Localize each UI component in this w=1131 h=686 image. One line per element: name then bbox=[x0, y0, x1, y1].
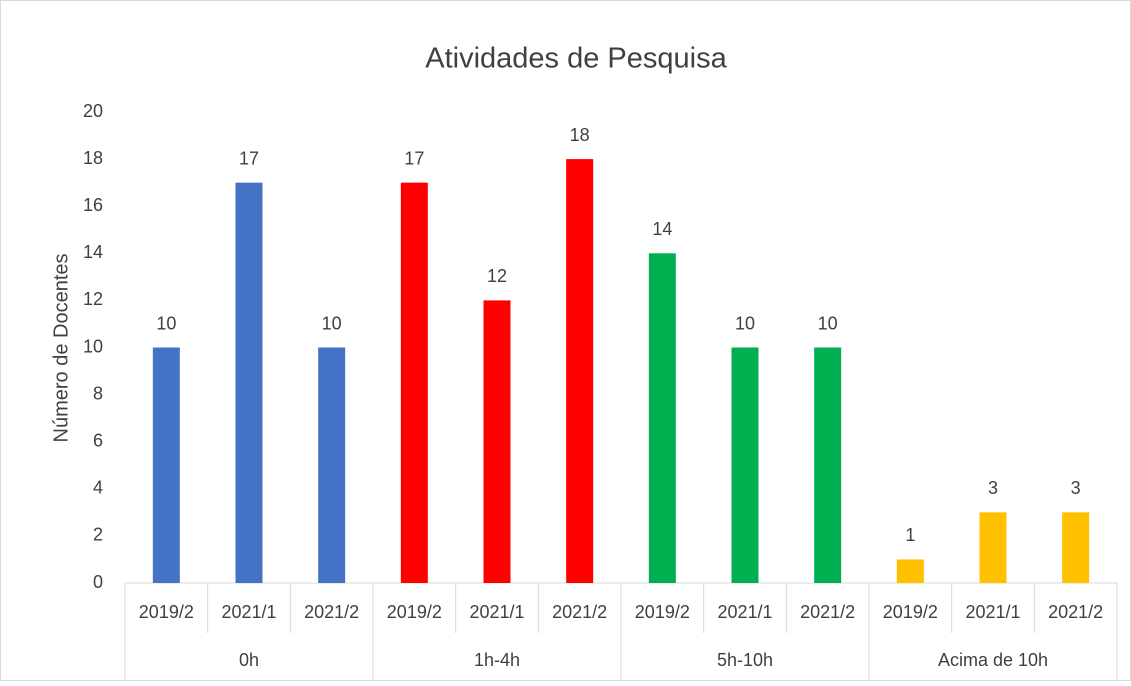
data-label: 3 bbox=[1071, 478, 1081, 498]
x-tick-label: 2021/2 bbox=[304, 602, 359, 622]
data-label: 10 bbox=[735, 313, 755, 333]
data-label: 1 bbox=[905, 525, 915, 545]
y-tick-label: 12 bbox=[83, 289, 103, 309]
x-tick-label: 2021/2 bbox=[800, 602, 855, 622]
data-label: 3 bbox=[988, 478, 998, 498]
y-axis-label: Número de Docentes bbox=[50, 254, 72, 443]
x-tick-label: 2019/2 bbox=[139, 602, 194, 622]
x-tick-label: 2021/1 bbox=[469, 602, 524, 622]
y-tick-label: 0 bbox=[93, 572, 103, 592]
group-label: 5h-10h bbox=[717, 650, 773, 670]
x-tick-label: 2021/1 bbox=[221, 602, 276, 622]
bar bbox=[566, 159, 594, 583]
x-tick-label: 2021/1 bbox=[965, 602, 1020, 622]
bar bbox=[731, 347, 759, 583]
data-label: 12 bbox=[487, 266, 507, 286]
x-tick-label: 2019/2 bbox=[387, 602, 442, 622]
bar bbox=[1062, 512, 1090, 583]
bar bbox=[896, 559, 924, 583]
y-tick-label: 4 bbox=[93, 478, 103, 498]
bar bbox=[152, 347, 180, 583]
data-label: 18 bbox=[570, 125, 590, 145]
bar bbox=[814, 347, 842, 583]
y-tick-label: 20 bbox=[83, 101, 103, 121]
data-label: 17 bbox=[404, 148, 424, 168]
data-label: 14 bbox=[652, 219, 672, 239]
bar bbox=[979, 512, 1007, 583]
y-tick-label: 18 bbox=[83, 148, 103, 168]
data-label: 17 bbox=[239, 148, 259, 168]
data-label: 10 bbox=[156, 313, 176, 333]
bar bbox=[400, 182, 428, 583]
x-tick-label: 2021/1 bbox=[717, 602, 772, 622]
chart-title: Atividades de Pesquisa bbox=[425, 43, 727, 75]
bar bbox=[318, 347, 346, 583]
x-tick-label: 2019/2 bbox=[883, 602, 938, 622]
bar bbox=[483, 300, 511, 583]
group-label: Acima de 10h bbox=[938, 650, 1048, 670]
y-tick-label: 8 bbox=[93, 383, 103, 403]
data-label: 10 bbox=[818, 313, 838, 333]
group-label: 0h bbox=[239, 650, 259, 670]
y-tick-label: 10 bbox=[83, 336, 103, 356]
y-tick-label: 14 bbox=[83, 242, 103, 262]
group-label: 1h-4h bbox=[474, 650, 520, 670]
x-tick-label: 2019/2 bbox=[635, 602, 690, 622]
y-tick-label: 16 bbox=[83, 195, 103, 215]
x-tick-label: 2021/2 bbox=[552, 602, 607, 622]
x-tick-label: 2021/2 bbox=[1048, 602, 1103, 622]
y-tick-label: 6 bbox=[93, 430, 103, 450]
bar bbox=[648, 253, 676, 584]
data-label: 10 bbox=[322, 313, 342, 333]
bar bbox=[235, 182, 263, 583]
y-tick-label: 2 bbox=[93, 525, 103, 545]
